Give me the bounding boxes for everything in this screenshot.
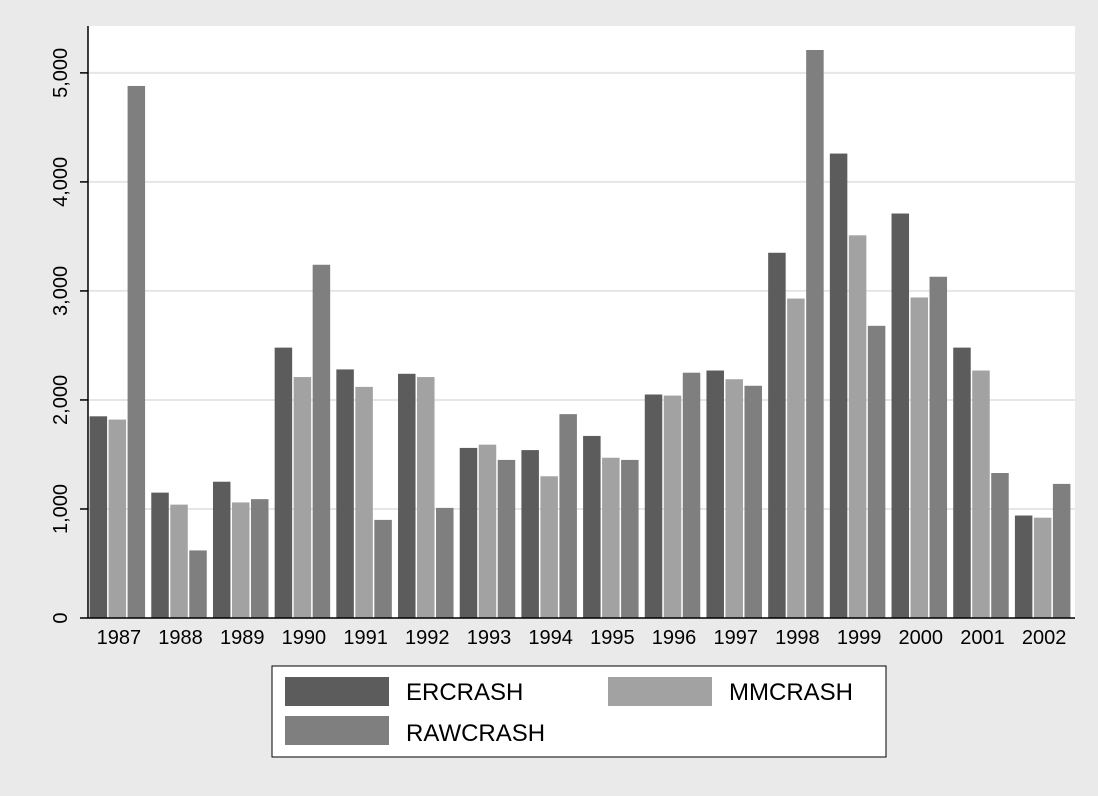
bar-mmcrash-1988 [170, 504, 188, 618]
bar-rawcrash-1993 [497, 459, 516, 618]
bar-rawcrash-1998 [806, 49, 824, 619]
bar-mmcrash-2002 [1033, 517, 1052, 618]
bar-ercrash-1998 [768, 252, 786, 618]
bar-ercrash-1987 [89, 416, 108, 618]
bar-ercrash-1991 [336, 369, 354, 618]
x-tick-label: 1995 [590, 627, 635, 649]
x-tick-label: 1991 [343, 627, 388, 649]
legend-swatch-mmcrash [608, 677, 712, 706]
x-tick-label: 1987 [97, 627, 142, 649]
x-axis-ticks: 1987 1988 1989 1990 1991 1992 1993 1994 1995 1996… [97, 627, 1067, 649]
bar-mmcrash-2001 [972, 370, 990, 618]
bar-rawcrash-1989 [250, 499, 269, 618]
bar-rawcrash-2000 [929, 276, 948, 618]
x-tick-label: 2001 [960, 627, 1005, 649]
legend-label-mmcrash: MMCRASH [729, 679, 853, 706]
x-tick-label: 1999 [837, 627, 882, 649]
bar-mmcrash-1998 [787, 298, 805, 618]
bars [89, 49, 1071, 619]
bar-mmcrash-1989 [231, 502, 250, 618]
y-axis-ticks: 0 1,000 2,000 3,000 4,000 5,000 [50, 48, 88, 624]
bar-mmcrash-2000 [910, 297, 929, 618]
bar-rawcrash-1987 [127, 85, 146, 618]
bar-mmcrash-1994 [540, 476, 558, 618]
bar-mmcrash-1997 [725, 379, 743, 618]
bar-ercrash-1997 [706, 370, 724, 618]
bar-ercrash-1994 [521, 450, 539, 618]
bar-mmcrash-1992 [417, 377, 435, 618]
x-tick-label: 1990 [282, 627, 327, 649]
bar-ercrash-1996 [644, 394, 663, 618]
bar-mmcrash-1999 [848, 235, 867, 618]
x-tick-label: 2000 [899, 627, 944, 649]
legend-swatch-rawcrash [285, 716, 389, 745]
bar-mmcrash-1987 [108, 419, 127, 618]
bar-mmcrash-1991 [355, 386, 373, 618]
bar-ercrash-1992 [398, 373, 416, 618]
bar-rawcrash-2001 [991, 473, 1009, 618]
legend-swatch-ercrash [285, 677, 389, 706]
bar-ercrash-2001 [953, 347, 971, 618]
bar-ercrash-1988 [151, 492, 169, 618]
x-tick-label: 1994 [528, 627, 573, 649]
x-tick-label: 2002 [1022, 627, 1067, 649]
bar-rawcrash-2002 [1052, 483, 1071, 618]
bar-rawcrash-1997 [744, 385, 762, 618]
y-tick-label: 5,000 [50, 48, 72, 98]
bar-rawcrash-1990 [312, 264, 331, 618]
legend-label-rawcrash: RAWCRASH [406, 720, 545, 747]
bar-ercrash-2000 [891, 213, 910, 618]
x-tick-label: 1992 [405, 627, 450, 649]
bar-rawcrash-1999 [867, 325, 886, 618]
bar-ercrash-1995 [583, 435, 601, 618]
bar-ercrash-1993 [459, 447, 478, 618]
bar-rawcrash-1988 [189, 550, 207, 618]
x-tick-label: 1993 [467, 627, 512, 649]
bar-mmcrash-1993 [478, 444, 497, 618]
bar-mmcrash-1990 [293, 377, 312, 618]
bar-rawcrash-1991 [374, 519, 392, 618]
bar-rawcrash-1994 [559, 414, 577, 618]
x-tick-label: 1997 [713, 627, 758, 649]
y-tick-label: 2,000 [50, 375, 72, 425]
y-tick-label: 4,000 [50, 157, 72, 207]
bar-mmcrash-1995 [602, 457, 620, 618]
bar-rawcrash-1996 [682, 372, 701, 618]
y-tick-label: 3,000 [50, 266, 72, 316]
bar-ercrash-1999 [829, 153, 848, 618]
y-tick-label: 1,000 [50, 484, 72, 534]
bar-rawcrash-1992 [436, 507, 454, 618]
x-tick-label: 1996 [652, 627, 697, 649]
bar-ercrash-2002 [1014, 515, 1033, 618]
x-tick-label: 1988 [158, 627, 203, 649]
legend-label-ercrash: ERCRASH [406, 679, 523, 706]
bar-ercrash-1990 [274, 347, 293, 618]
bar-mmcrash-1996 [663, 395, 682, 618]
y-tick-label: 0 [50, 612, 72, 623]
bar-rawcrash-1995 [621, 459, 639, 618]
bar-ercrash-1989 [212, 481, 231, 618]
x-tick-label: 1998 [775, 627, 820, 649]
legend: ERCRASH MMCRASH RAWCRASH [271, 665, 887, 758]
x-tick-label: 1989 [220, 627, 265, 649]
